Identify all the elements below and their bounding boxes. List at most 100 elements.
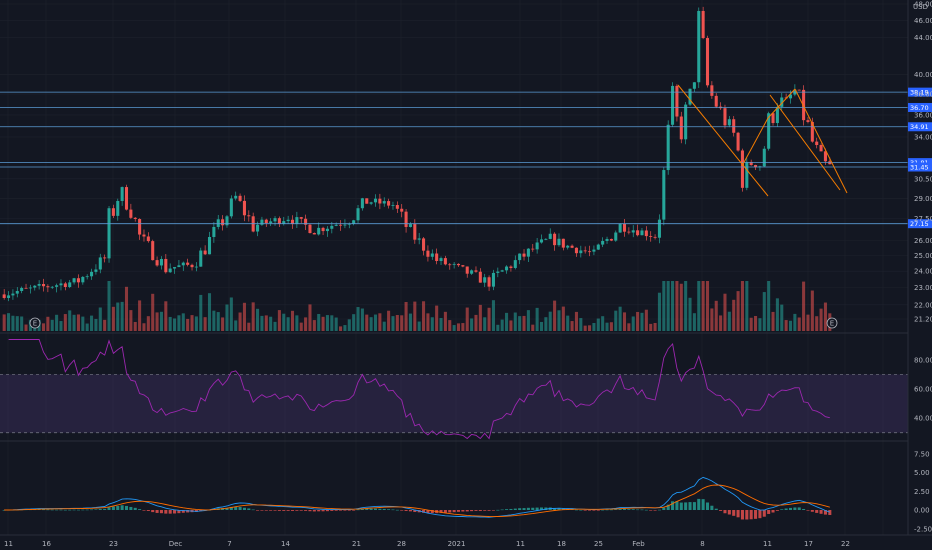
price-level-tag[interactable] bbox=[908, 102, 932, 112]
macd-histogram-bar bbox=[640, 509, 644, 511]
candle-body bbox=[579, 250, 583, 254]
macd-histogram-bar bbox=[142, 510, 146, 511]
candle-body bbox=[736, 132, 740, 151]
trendline-peak-left[interactable] bbox=[767, 88, 796, 119]
macd-histogram-bar bbox=[745, 510, 749, 520]
trendline-descending-1[interactable] bbox=[677, 84, 769, 197]
candle-body bbox=[631, 230, 635, 233]
volume-bar bbox=[7, 313, 11, 331]
trendline-descending-3[interactable] bbox=[769, 94, 841, 191]
candle-body bbox=[749, 161, 753, 166]
rsi-pane[interactable] bbox=[0, 339, 908, 440]
volume-bar bbox=[107, 281, 111, 331]
candle-body bbox=[535, 242, 539, 250]
earnings-icon[interactable] bbox=[29, 317, 41, 329]
volume-bar bbox=[601, 316, 605, 331]
macd-histogram-bar bbox=[622, 509, 627, 510]
candle-body bbox=[767, 113, 771, 149]
macd-histogram-bar bbox=[352, 510, 356, 511]
macd-histogram-bar bbox=[2, 510, 6, 511]
price-level-tag[interactable] bbox=[908, 219, 932, 229]
volume-bar bbox=[317, 313, 321, 331]
volume-bar bbox=[767, 281, 771, 331]
candle-body bbox=[159, 258, 163, 266]
candle-body bbox=[41, 284, 46, 287]
macd-histogram-bar bbox=[740, 510, 744, 520]
candle-body bbox=[290, 219, 295, 225]
price-level-tag[interactable] bbox=[908, 122, 932, 132]
macd-histogram-bar bbox=[723, 510, 727, 514]
candle-body bbox=[470, 270, 474, 274]
volume-bar bbox=[535, 307, 539, 331]
candle-body bbox=[622, 223, 627, 232]
volume-bar bbox=[557, 310, 561, 331]
macd-histogram-bar bbox=[173, 510, 177, 514]
macd-histogram-bar bbox=[387, 509, 391, 510]
candle-body bbox=[382, 201, 386, 204]
volume-bar bbox=[295, 315, 299, 331]
macd-histogram-bar bbox=[513, 508, 517, 510]
macd-histogram-bar bbox=[369, 508, 373, 510]
price-axis-label: 48.00 bbox=[914, 0, 932, 8]
candle-body bbox=[129, 209, 133, 218]
macd-histogram-bar bbox=[828, 510, 832, 515]
volume-bar bbox=[819, 308, 823, 331]
macd-histogram-bar bbox=[754, 510, 758, 519]
horizontal-levels[interactable] bbox=[0, 91, 908, 225]
macd-histogram-bar bbox=[688, 502, 692, 510]
macd-histogram-bar bbox=[539, 507, 544, 510]
macd-histogram-bar bbox=[229, 507, 233, 510]
volume-bar bbox=[400, 315, 404, 331]
time-axis[interactable]: 11 16 23 Dec 7 14 21 28 2021 11 18 25 Feb 8 11 17 22 bbox=[0, 534, 932, 548]
volume-bar bbox=[465, 307, 469, 331]
price-level-tag[interactable] bbox=[908, 87, 932, 97]
volume-bar bbox=[596, 318, 600, 331]
volume-bar bbox=[120, 301, 124, 331]
candle-body bbox=[474, 270, 478, 272]
volume-bar bbox=[614, 310, 618, 331]
price-level-tag[interactable] bbox=[908, 162, 932, 172]
candle-body bbox=[155, 260, 159, 266]
candle-body bbox=[203, 250, 207, 255]
volume-bar bbox=[413, 301, 417, 331]
earnings-markers[interactable]: E E bbox=[29, 317, 838, 329]
candle-body bbox=[601, 240, 605, 245]
macd-histogram-bar bbox=[605, 509, 609, 511]
macd-histogram-bar bbox=[535, 507, 539, 510]
volume-bar bbox=[452, 325, 456, 331]
volume-bar bbox=[627, 323, 631, 331]
candle-body bbox=[85, 276, 89, 278]
price-axis-label: 27.50 bbox=[914, 215, 932, 223]
candle-body bbox=[692, 82, 696, 89]
macd-histogram-bar bbox=[260, 510, 264, 511]
candle-body bbox=[20, 287, 24, 292]
candle-body bbox=[688, 88, 692, 105]
volume-bar bbox=[76, 314, 80, 331]
price-axis[interactable]: USD 38.1936.7034.9131.8131.4527.1548.004… bbox=[907, 0, 932, 535]
volume-bar bbox=[456, 323, 461, 331]
macd-histogram-bar bbox=[705, 502, 710, 510]
macd-pane[interactable] bbox=[2, 476, 832, 520]
volume-bar bbox=[684, 281, 688, 331]
macd-histogram-bar bbox=[452, 510, 456, 513]
candle-body bbox=[378, 198, 382, 204]
volume-bar bbox=[260, 315, 264, 331]
macd-histogram-bar bbox=[103, 508, 107, 510]
volume-bar bbox=[435, 305, 439, 331]
macd-histogram-bar bbox=[256, 510, 260, 511]
candle-body bbox=[50, 286, 54, 288]
volume-bar bbox=[151, 293, 155, 331]
candle-body bbox=[334, 224, 338, 226]
volume-bar bbox=[282, 313, 286, 331]
trendline-ascending[interactable] bbox=[741, 117, 769, 167]
volume-bar bbox=[592, 322, 596, 331]
earnings-icon[interactable] bbox=[826, 317, 838, 329]
volume-bar bbox=[478, 304, 482, 331]
time-axis-label: 23 bbox=[109, 540, 118, 548]
macd-histogram-bar bbox=[465, 510, 469, 512]
price-level-label: 34.91 bbox=[910, 123, 929, 131]
candle-body bbox=[588, 251, 592, 253]
trendline-descending-2[interactable] bbox=[794, 88, 848, 194]
trendlines[interactable] bbox=[677, 84, 848, 197]
